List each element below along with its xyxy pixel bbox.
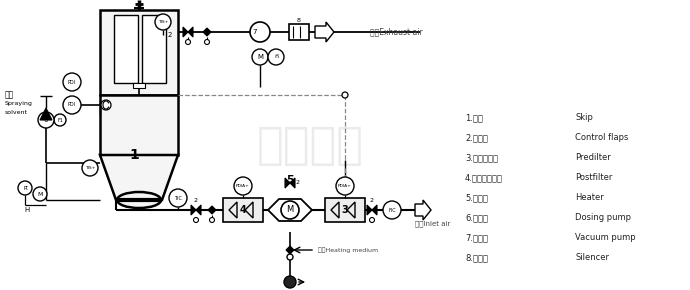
Text: TIS+: TIS+ [158, 20, 168, 24]
Polygon shape [268, 199, 312, 221]
Text: Postfilter: Postfilter [575, 173, 613, 182]
Text: Predilter: Predilter [575, 153, 611, 162]
Polygon shape [183, 27, 193, 37]
Circle shape [169, 189, 187, 207]
Ellipse shape [117, 192, 161, 208]
Polygon shape [208, 206, 216, 214]
Circle shape [101, 100, 111, 110]
Text: M: M [286, 206, 294, 215]
Text: FIC: FIC [388, 208, 396, 213]
Text: M: M [37, 191, 43, 197]
Circle shape [287, 254, 293, 260]
Polygon shape [203, 28, 211, 36]
Text: H: H [24, 207, 30, 213]
Text: 3: 3 [342, 205, 348, 215]
Bar [223, 198, 263, 222]
Text: 健达干燥: 健达干燥 [257, 124, 364, 166]
Circle shape [54, 114, 66, 126]
Bar [114, 15, 138, 83]
Text: 5: 5 [286, 175, 294, 185]
Circle shape [155, 14, 171, 30]
Text: PDI: PDI [68, 102, 76, 108]
Text: 8: 8 [297, 17, 301, 23]
Polygon shape [315, 22, 334, 42]
Bar [289, 24, 309, 40]
Text: 进气Inlet air: 进气Inlet air [415, 221, 451, 227]
Circle shape [336, 177, 354, 195]
Text: Heater: Heater [575, 193, 604, 202]
Text: 8.消音器: 8.消音器 [465, 253, 488, 262]
Text: F1: F1 [57, 117, 63, 122]
Text: TIC: TIC [174, 195, 182, 200]
Circle shape [63, 73, 81, 91]
Polygon shape [286, 246, 294, 254]
Circle shape [210, 218, 215, 222]
Bar [325, 198, 365, 222]
Polygon shape [40, 108, 52, 120]
Text: Spraying: Spraying [5, 102, 33, 106]
Circle shape [82, 160, 98, 176]
Polygon shape [285, 178, 295, 188]
Bar [142, 15, 166, 83]
Circle shape [252, 49, 268, 65]
Text: 3.初效过滤器: 3.初效过滤器 [465, 153, 498, 162]
Text: R̅: R̅ [23, 186, 27, 191]
Text: 2: 2 [295, 180, 299, 186]
Text: Skip: Skip [575, 113, 593, 122]
Circle shape [63, 96, 81, 114]
Text: 1: 1 [129, 148, 139, 162]
Text: M: M [257, 54, 263, 60]
Text: 7.引风机: 7.引风机 [465, 233, 488, 242]
Text: Vacuum pump: Vacuum pump [575, 233, 635, 242]
Circle shape [281, 201, 299, 219]
Text: Dosing pump: Dosing pump [575, 213, 631, 222]
Bar [100, 10, 178, 95]
Circle shape [204, 39, 210, 44]
Circle shape [33, 187, 47, 201]
Circle shape [268, 49, 284, 65]
Circle shape [18, 181, 32, 195]
Polygon shape [100, 155, 178, 200]
Circle shape [38, 112, 54, 128]
Text: PDIA+: PDIA+ [338, 184, 352, 188]
Circle shape [383, 201, 401, 219]
Circle shape [284, 276, 296, 288]
Text: 4: 4 [239, 205, 246, 215]
Text: 料液: 料液 [5, 90, 14, 99]
Text: solvent: solvent [5, 110, 28, 115]
Text: 1.料车: 1.料车 [465, 113, 483, 122]
Polygon shape [415, 200, 431, 220]
Text: 6.料液泵: 6.料液泵 [465, 213, 488, 222]
Bar [133, 83, 145, 88]
Polygon shape [367, 205, 377, 215]
Text: 2: 2 [194, 197, 198, 202]
Text: Control flaps: Control flaps [575, 133, 629, 142]
Text: n̅: n̅ [274, 55, 278, 59]
Text: TIS+: TIS+ [85, 166, 95, 170]
Text: 2: 2 [168, 32, 172, 38]
Bar [100, 95, 178, 155]
Circle shape [342, 92, 348, 98]
Polygon shape [191, 205, 201, 215]
Text: PDIA+: PDIA+ [236, 184, 250, 188]
Circle shape [234, 177, 252, 195]
Circle shape [186, 39, 190, 44]
Text: 7: 7 [253, 29, 257, 35]
Text: 2.控制阀: 2.控制阀 [465, 133, 488, 142]
Text: 加热Heating medium: 加热Heating medium [318, 247, 378, 253]
Text: 排气Exhaust air: 排气Exhaust air [370, 28, 423, 37]
Text: 2: 2 [370, 197, 374, 202]
Text: 4.亚高效过滤器: 4.亚高效过滤器 [465, 173, 503, 182]
Text: Silencer: Silencer [575, 253, 609, 262]
Text: 6: 6 [43, 117, 48, 123]
Text: PDI: PDI [68, 79, 76, 84]
Circle shape [370, 218, 375, 222]
Circle shape [250, 22, 270, 42]
Text: 5.加热器: 5.加热器 [465, 193, 488, 202]
Circle shape [193, 218, 199, 222]
